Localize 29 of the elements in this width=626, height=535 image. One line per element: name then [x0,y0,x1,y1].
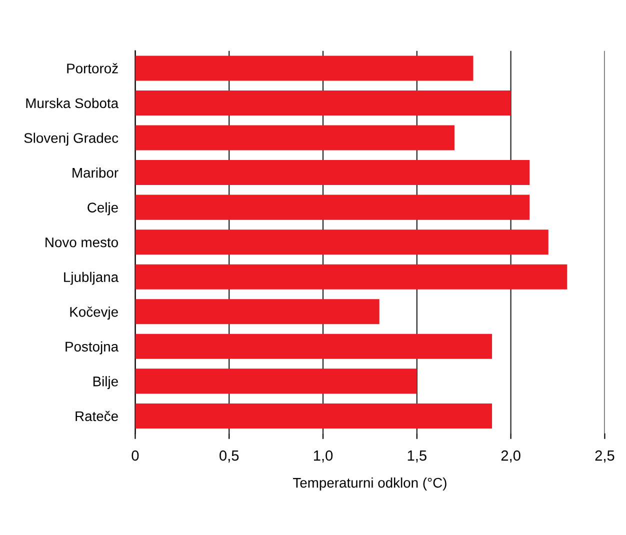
y-tick-label: Kočevje [70,306,118,320]
y-tick-label: Ljubljana [64,272,119,285]
y-tick-label: Postojna [66,341,119,354]
y-tick-label: Rateče [76,410,118,422]
x-tick-label: 1,0 [314,450,333,462]
bar [135,368,417,394]
x-axis-title: Temperaturni odklon (°C) [293,478,446,490]
y-tick-label: Bilje [93,376,118,390]
bar [135,125,454,150]
y-tick-label: Murska Sobota [26,98,119,108]
y-tick-label: Maribor [72,168,118,178]
x-tick-label: 0,5 [220,450,239,462]
y-tick-label: Slovenj Gradec [24,132,118,146]
x-tick-label: 2,5 [595,450,614,462]
x-tick-label: 0 [132,450,139,461]
y-tick-label: Novo mesto [46,238,118,248]
y-tick-label: Celje [88,202,118,216]
bar [135,56,474,81]
bar [135,264,568,290]
bar [135,299,380,324]
bar [135,194,530,220]
x-tick-label: 1,5 [408,450,426,462]
bar [135,160,530,186]
x-tick-label: 2,0 [501,450,520,462]
bar [135,90,511,116]
bar [135,230,548,255]
bar [135,334,492,359]
bar [135,403,492,428]
y-tick-label: Portorož [67,63,118,74]
